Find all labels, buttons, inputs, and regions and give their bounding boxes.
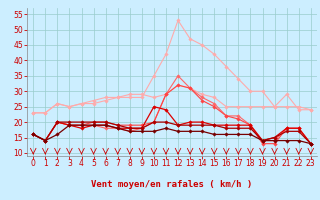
X-axis label: Vent moyen/en rafales ( km/h ): Vent moyen/en rafales ( km/h )	[92, 180, 252, 189]
